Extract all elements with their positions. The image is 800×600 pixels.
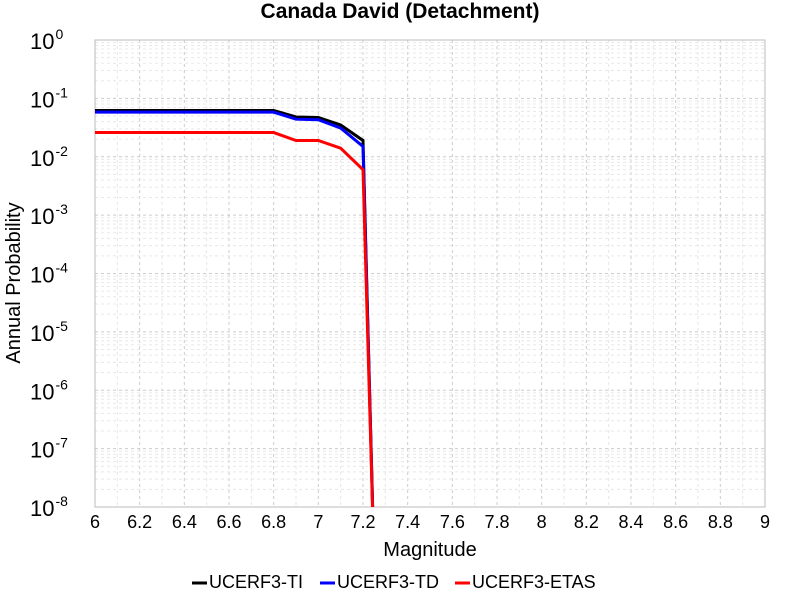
x-tick-label: 8.4 [618, 512, 643, 532]
y-tick-base: 10 [30, 263, 54, 288]
grid [94, 39, 766, 508]
x-tick-label: 8.2 [574, 512, 599, 532]
legend-label-0: UCERF3-TI [209, 572, 303, 592]
y-tick-exponent: -2 [55, 143, 68, 159]
chart-title: Canada David (Detachment) [261, 0, 540, 23]
x-tick-label: 6.8 [261, 512, 286, 532]
x-axis-label: Magnitude [383, 539, 476, 561]
y-tick-exponent: -4 [55, 260, 68, 276]
y-tick-label: 10-6 [30, 376, 68, 404]
y-tick-label: 10-8 [30, 493, 68, 521]
x-tick-label: 6.2 [127, 512, 152, 532]
x-tick-label: 6.4 [172, 512, 197, 532]
y-tick-exponent: -6 [55, 376, 68, 392]
y-tick-exponent: -5 [55, 318, 68, 334]
series-layer [95, 108, 375, 507]
y-tick-exponent: -1 [55, 84, 68, 100]
y-tick-label: 10-5 [30, 318, 68, 346]
x-tick-label: 7.2 [350, 512, 375, 532]
legend: UCERF3-TI UCERF3-TD UCERF3-ETAS [192, 572, 596, 592]
y-tick-label: 10-1 [30, 84, 68, 112]
y-tick-label: 10-3 [30, 201, 68, 229]
x-tick-label: 9 [760, 512, 770, 532]
legend-label-1: UCERF3-TD [337, 572, 439, 592]
x-tick-label: 7.6 [440, 512, 465, 532]
x-tick-label: 8 [537, 512, 547, 532]
y-tick-label: 10-7 [30, 435, 68, 463]
y-tick-base: 10 [30, 321, 54, 346]
y-tick-base: 10 [30, 87, 54, 112]
y-tick-exponent: -8 [55, 493, 68, 509]
y-tick-base: 10 [30, 438, 54, 463]
y-tick-base: 10 [30, 204, 54, 229]
y-tick-base: 10 [30, 379, 54, 404]
x-tick-label: 6.6 [216, 512, 241, 532]
x-tick-label: 7.4 [395, 512, 420, 532]
x-tick-label: 8.8 [708, 512, 733, 532]
plot-area [94, 39, 766, 508]
y-tick-exponent: 0 [55, 26, 63, 42]
y-tick-exponent: -7 [55, 435, 68, 451]
y-tick-base: 10 [30, 496, 54, 521]
x-tick-label: 8.6 [663, 512, 688, 532]
series-line-1 [95, 110, 375, 507]
x-tick-label: 6 [90, 512, 100, 532]
y-tick-exponent: -3 [55, 201, 68, 217]
y-tick-base: 10 [30, 146, 54, 171]
y-tick-label: 10-4 [30, 260, 68, 288]
y-axis-label: Annual Probability [3, 202, 25, 363]
legend-label-2: UCERF3-ETAS [472, 572, 596, 592]
y-tick-label: 100 [30, 26, 63, 54]
y-tick-base: 10 [30, 29, 54, 54]
series-line-0 [95, 108, 375, 507]
y-tick-label: 10-2 [30, 143, 68, 171]
x-tick-label: 7 [313, 512, 323, 532]
x-tick-label: 7.8 [484, 512, 509, 532]
series-line-2 [95, 131, 375, 507]
x-axis-ticks: 6 6.2 6.4 6.6 6.8 7 7.2 7.4 7.6 7.8 8 8.2 8.4 8.6 8.8 9 [90, 512, 770, 532]
